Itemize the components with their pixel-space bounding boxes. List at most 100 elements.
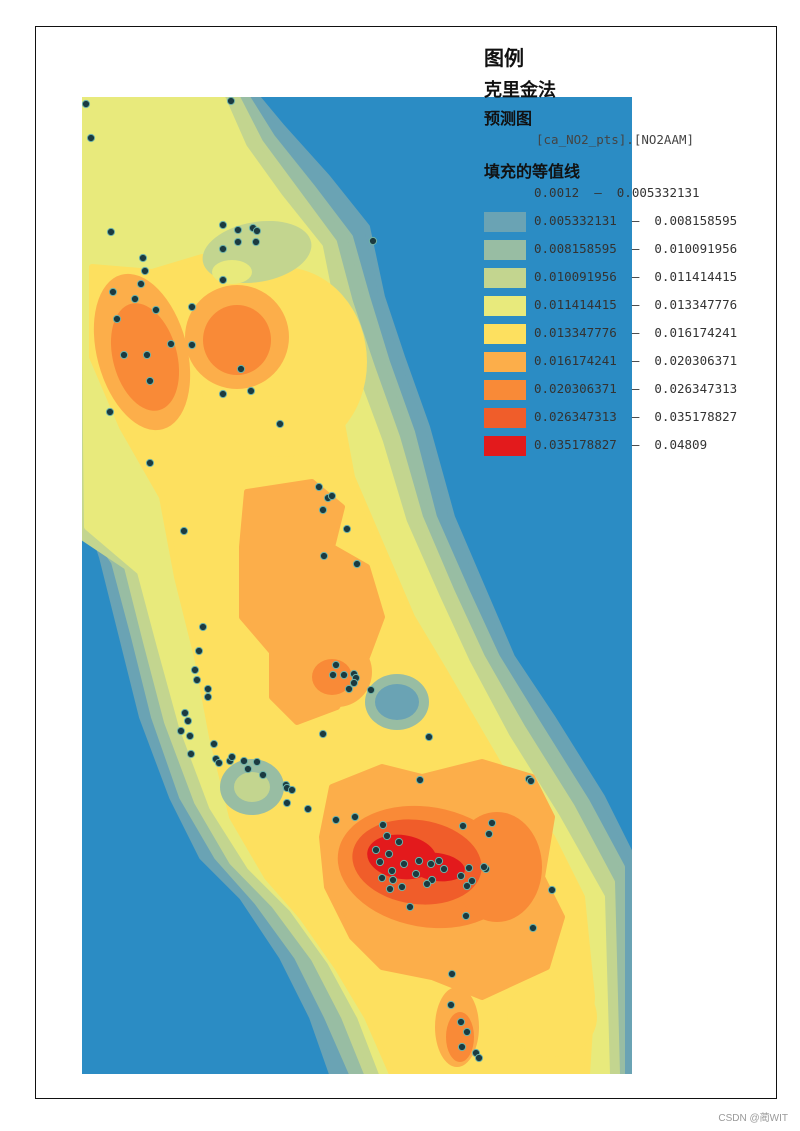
- legend-fill-heading: 填充的等值线: [484, 162, 581, 181]
- station-point: [458, 821, 468, 831]
- legend-swatch: [484, 268, 526, 288]
- station-point: [194, 646, 204, 656]
- legend-swatch: [484, 436, 526, 456]
- legend-swatch: [484, 380, 526, 400]
- legend-class: 0.005332131 – 0.008158595: [484, 212, 737, 240]
- station-point: [218, 244, 228, 254]
- station-point: [375, 857, 385, 867]
- legend-class: 0.0012 – 0.005332131: [484, 184, 734, 212]
- legend-class-label: 0.011414415 – 0.013347776: [534, 297, 738, 312]
- station-point: [426, 859, 436, 869]
- station-point: [186, 749, 196, 759]
- station-point: [218, 220, 228, 230]
- station-point: [378, 820, 388, 830]
- station-point: [82, 99, 91, 109]
- legend-swatch: [484, 296, 526, 316]
- legend-class: 0.010091956 – 0.011414415: [484, 268, 737, 296]
- station-point: [384, 849, 394, 859]
- station-point: [136, 279, 146, 289]
- station-point: [218, 389, 228, 399]
- legend-class-list: 0.0012 – 0.005332131 0.005332131 – 0.0081…: [484, 184, 738, 464]
- station-point: [236, 364, 246, 374]
- watermark: CSDN @蔺WIT: [718, 1113, 788, 1124]
- station-point: [246, 386, 256, 396]
- station-point: [190, 665, 200, 675]
- legend-class-label: 0.0012 – 0.005332131: [534, 185, 700, 200]
- station-point: [203, 684, 213, 694]
- legend-class: 0.011414415 – 0.013347776: [484, 296, 738, 324]
- station-point: [434, 856, 444, 866]
- monitoring-stations: [82, 97, 557, 1063]
- station-point: [192, 675, 202, 685]
- station-point: [411, 869, 421, 879]
- contour-band-mid: [507, 977, 597, 1057]
- contour-band: [212, 260, 252, 284]
- station-point: [233, 237, 243, 247]
- station-point: [214, 758, 224, 768]
- station-point: [176, 726, 186, 736]
- station-point: [252, 757, 262, 767]
- legend-method: 克里金法: [484, 80, 556, 101]
- map-layout-frame: [35, 26, 777, 1099]
- station-point: [446, 1000, 456, 1010]
- station-point: [456, 871, 466, 881]
- station-point: [130, 294, 140, 304]
- station-point: [331, 660, 341, 670]
- contour-band: [234, 772, 270, 802]
- station-point: [484, 829, 494, 839]
- station-point: [368, 236, 378, 246]
- station-point: [203, 692, 213, 702]
- station-point: [209, 739, 219, 749]
- station-point: [185, 731, 195, 741]
- station-point: [251, 237, 261, 247]
- station-point: [394, 837, 404, 847]
- station-point: [479, 862, 489, 872]
- station-point: [319, 551, 329, 561]
- station-point: [187, 340, 197, 350]
- station-point: [142, 350, 152, 360]
- station-point: [233, 225, 243, 235]
- station-point: [318, 729, 328, 739]
- legend-swatch: [484, 240, 526, 260]
- station-point: [526, 776, 536, 786]
- station-point: [86, 133, 96, 143]
- station-point: [464, 863, 474, 873]
- legend-field: [ca_NO2_pts].[NO2AAM]: [536, 132, 695, 147]
- station-point: [339, 670, 349, 680]
- station-point: [528, 923, 538, 933]
- station-point: [414, 856, 424, 866]
- station-point: [467, 876, 477, 886]
- station-point: [327, 491, 337, 501]
- station-point: [424, 732, 434, 742]
- station-point: [145, 376, 155, 386]
- station-point: [227, 752, 237, 762]
- station-point: [314, 482, 324, 492]
- legend-class: 0.016174241 – 0.020306371: [484, 352, 738, 380]
- station-point: [422, 879, 432, 889]
- station-point: [252, 226, 262, 236]
- station-point: [138, 253, 148, 263]
- legend-class: 0.008158595 – 0.010091956: [484, 240, 738, 268]
- legend-class-label: 0.016174241 – 0.020306371: [534, 353, 738, 368]
- station-point: [382, 831, 392, 841]
- station-point: [198, 622, 208, 632]
- legend-class: 0.013347776 – 0.016174241: [484, 324, 738, 352]
- legend-swatch: [484, 352, 526, 372]
- legend-class-label: 0.013347776 – 0.016174241: [534, 325, 738, 340]
- station-point: [352, 559, 362, 569]
- station-point: [145, 458, 155, 468]
- station-point: [385, 884, 395, 894]
- legend-class-label: 0.035178827 – 0.04809: [534, 437, 708, 452]
- station-point: [447, 969, 457, 979]
- filled-contours: [82, 97, 632, 1074]
- station-point: [342, 524, 352, 534]
- station-point: [151, 305, 161, 315]
- station-point: [474, 1053, 484, 1063]
- legend-swatch: [484, 212, 526, 232]
- station-point: [105, 407, 115, 417]
- legend-class-label: 0.008158595 – 0.010091956: [534, 241, 738, 256]
- station-point: [387, 866, 397, 876]
- map-canvas: [82, 97, 632, 1074]
- station-point: [239, 756, 249, 766]
- legend-swatch: [484, 324, 526, 344]
